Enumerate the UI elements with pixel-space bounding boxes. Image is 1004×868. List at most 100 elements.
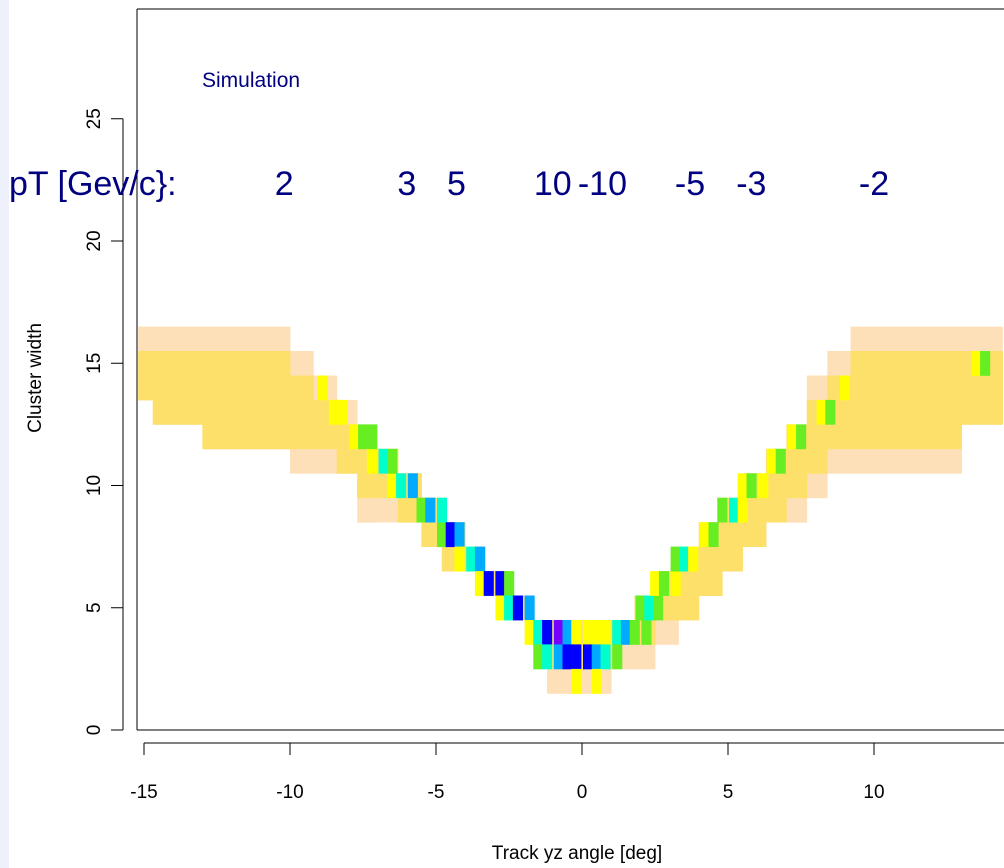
heatmap-cell-mid <box>202 351 291 450</box>
heatmap-cell-high <box>437 497 448 523</box>
heatmap-cell-high <box>600 644 611 670</box>
pt-label: 5 <box>447 165 466 203</box>
heatmap-cell-high <box>317 375 328 401</box>
heatmap-cell-high <box>337 399 348 425</box>
y-axis: 0 5 10 15 20 25 <box>84 108 124 736</box>
heatmap-cell-high <box>454 522 465 548</box>
heatmap-cell-high <box>466 546 477 572</box>
heatmap-cell-high <box>717 497 728 523</box>
pt-label: 2 <box>275 165 294 203</box>
heatmap-cell-high <box>512 595 523 621</box>
x-axis: -15 -10 -5 0 5 10 <box>130 742 1004 803</box>
heatmap-cell-high <box>629 620 640 645</box>
heatmap-cell-mid <box>874 351 962 450</box>
pt-prefix-label: pT [Gev/c}: <box>9 165 177 203</box>
heatmap-cell-high <box>620 620 631 645</box>
heatmap-cell-high <box>971 351 982 376</box>
heatmap-cell-high <box>658 571 669 596</box>
heatmap-cell-high <box>387 473 398 499</box>
heatmap-cell-high <box>787 424 798 450</box>
heatmap-cell-high <box>571 668 582 694</box>
heatmap-cell-high <box>644 595 655 621</box>
heatmap-cell-high <box>825 399 836 425</box>
heatmap-cell-high <box>612 620 623 645</box>
heatmap-cell-high <box>980 351 991 376</box>
heatmap-cell-high <box>816 399 827 425</box>
heatmap-cell-high <box>699 522 710 548</box>
heatmap-cell-high <box>571 644 582 670</box>
heatmap-cell-high <box>387 448 398 474</box>
heatmap-cell-high <box>600 620 611 645</box>
simulation-label: Simulation <box>202 69 300 92</box>
pt-label: 10 <box>534 165 572 203</box>
x-tick-label: -15 <box>130 782 157 803</box>
heatmap-cell-high <box>454 546 465 572</box>
heatmap-cell-high <box>839 375 850 401</box>
heatmap-cell-high <box>504 571 515 596</box>
heatmap-cell-high <box>688 546 699 572</box>
y-axis-title: Cluster width <box>25 323 46 433</box>
heatmap-cell-high <box>746 473 757 499</box>
heatmap-cell-high <box>358 424 369 450</box>
pt-label: -2 <box>859 165 889 203</box>
heatmap-cell-high <box>396 473 407 499</box>
heatmap-cell-high <box>524 620 535 645</box>
heatmap-cell-high <box>378 448 389 474</box>
heatmap-cell-high <box>583 644 594 670</box>
heatmap-cell-high <box>796 424 807 450</box>
heatmap-cell-high <box>542 620 553 645</box>
y-tick-label: 10 <box>84 475 105 496</box>
pt-label: -3 <box>736 165 766 203</box>
heatmap-cell-high <box>670 571 681 596</box>
heatmap-cell-high <box>591 668 602 694</box>
x-tick-label: -10 <box>276 782 303 803</box>
heatmap-cell-high <box>553 620 564 645</box>
heatmap-cells <box>138 326 1003 694</box>
heatmap-cell-high <box>328 399 339 425</box>
heatmap-cell-high <box>437 522 448 548</box>
heatmap-cell-high <box>737 473 748 499</box>
heatmap-cell-high <box>635 595 646 621</box>
heatmap-cell-high <box>349 424 360 450</box>
heatmap-cell-high <box>562 644 573 670</box>
x-tick-label: 10 <box>863 782 884 803</box>
heatmap-cell-high <box>504 595 515 621</box>
heatmap-cell-high <box>729 497 740 523</box>
pt-label: 3 <box>397 165 416 203</box>
heatmap-cell-high <box>542 644 553 670</box>
heatmap-cell-high <box>562 620 573 645</box>
heatmap-cell-high <box>650 571 661 596</box>
heatmap-cell-high <box>708 522 719 548</box>
y-tick-label: 0 <box>84 725 105 736</box>
heatmap-cell-high <box>612 644 623 670</box>
heatmap-cell-mid <box>152 351 203 425</box>
x-axis-title: Track yz angle [deg] <box>492 843 662 864</box>
heatmap-cell-high <box>416 497 427 523</box>
heatmap-cell-high <box>474 571 485 596</box>
heatmap-cell-high <box>591 620 602 645</box>
x-tick-label: -5 <box>428 782 445 803</box>
heatmap-cell-high <box>495 571 506 596</box>
heatmap-cell-high <box>483 571 494 596</box>
heatmap-cell-high <box>407 473 418 499</box>
y-tick-label: 15 <box>84 353 105 374</box>
heatmap-cell-high <box>758 473 769 499</box>
y-tick-label: 20 <box>84 230 105 251</box>
y-tick-label: 25 <box>84 108 105 129</box>
heatmap-cell-high <box>737 497 748 523</box>
heatmap-cell-high <box>679 546 690 572</box>
heatmap-cell-high <box>445 522 456 548</box>
heatmap-cell-mid <box>850 351 875 450</box>
heatmap-cell-high <box>641 620 652 645</box>
heatmap-cell-high <box>425 497 436 523</box>
pt-label: -5 <box>675 165 705 203</box>
heatmap-cell-high <box>766 448 777 474</box>
heatmap-cell-high <box>533 620 544 645</box>
heatmap-cell-mid <box>138 351 154 401</box>
heatmap-cell-high <box>524 595 535 621</box>
heatmap-cell-high <box>533 644 544 670</box>
y-tick-label: 5 <box>84 602 105 613</box>
heatmap-cell-high <box>553 644 564 670</box>
heatmap-cell-high <box>775 448 786 474</box>
